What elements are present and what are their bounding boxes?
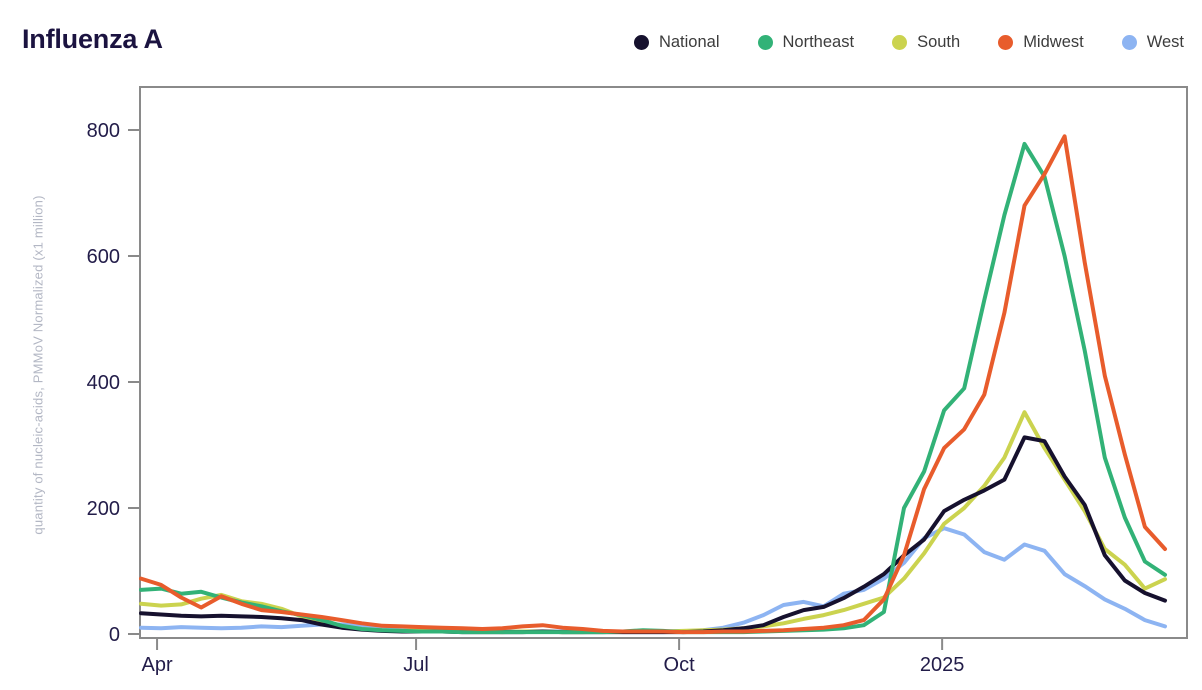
series-line-northeast [139,141,1167,635]
legend-item-northeast[interactable]: Northeast [757,33,855,52]
x-tick-label: Apr [142,654,173,676]
series-line-midwest [139,134,1167,635]
legend-label-midwest: Midwest [1023,33,1084,51]
legend-label-northeast: Northeast [782,33,855,51]
legend-dot-midwest [998,35,1014,50]
legend-item-south[interactable]: South [892,33,960,52]
chart-legend: National Northeast South Midwest West [633,33,1184,52]
legend-dot-west [1121,35,1137,50]
legend-item-national[interactable]: National [633,33,720,52]
page-title: Influenza A [22,24,163,54]
legend-label-west: West [1146,33,1184,51]
legend-label-south: South [917,33,961,51]
y-tick-label: 800 [87,120,120,142]
series-line-national [139,435,1167,635]
legend-label-national: National [658,33,720,51]
legend-item-midwest[interactable]: Midwest [998,33,1084,52]
x-tick-label: Jul [403,654,429,676]
y-tick-label: 600 [87,246,120,268]
plot-border [139,86,1188,639]
legend-dot-national [633,35,649,50]
x-tick-label: Oct [664,654,696,676]
y-tick-label: 200 [87,498,120,520]
series-line-south [139,410,1167,635]
series-line-west [139,526,1167,635]
legend-dot-south [892,35,908,50]
x-tick-label: 2025 [920,654,965,676]
y-tick-label: 400 [87,372,120,394]
y-tick-label: 0 [109,624,120,646]
legend-item-west[interactable]: West [1121,33,1184,52]
legend-dot-northeast [757,35,773,50]
